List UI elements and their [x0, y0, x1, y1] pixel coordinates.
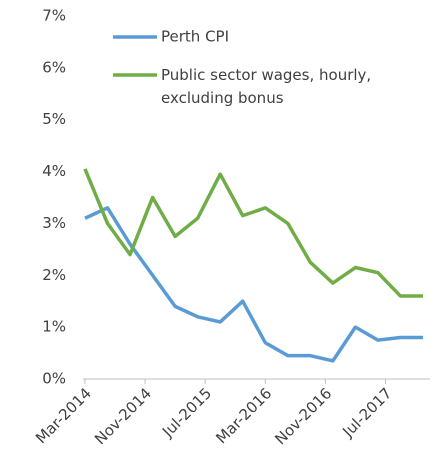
x-tick-label: Mar-2014: [32, 384, 95, 447]
series-line: [84, 206, 423, 363]
y-tick-label: 7%: [42, 7, 66, 25]
legend-label: Public sector wages, hourly, excluding bo…: [161, 66, 371, 107]
x-tick-label: Jul-2017: [338, 384, 395, 441]
y-tick-label: 5%: [42, 110, 66, 128]
legend-label-line: excluding bonus: [161, 89, 284, 107]
x-tick-label: Nov-2016: [271, 384, 335, 448]
x-tick-label: Mar-2016: [212, 384, 275, 447]
y-tick-label: 6%: [42, 58, 66, 76]
y-tick-label: 0%: [42, 370, 66, 388]
y-tick-label: 4%: [42, 162, 66, 180]
series-line: [83, 168, 423, 298]
y-tick-label: 2%: [42, 266, 66, 284]
x-tick-label: Jul-2015: [158, 384, 215, 441]
legend-label-line: Public sector wages, hourly,: [161, 66, 371, 84]
y-tick-label: 1%: [42, 318, 66, 336]
legend-label: Perth CPI: [161, 28, 229, 46]
y-tick-label: 3%: [42, 214, 66, 232]
x-tick-label: Nov-2014: [91, 384, 155, 448]
